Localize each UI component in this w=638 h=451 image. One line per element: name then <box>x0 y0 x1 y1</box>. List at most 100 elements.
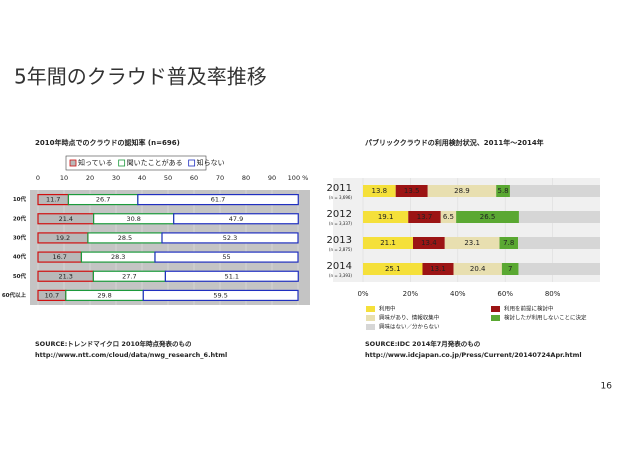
bar-segment <box>422 263 454 275</box>
legend-swatch <box>69 159 77 167</box>
n-label: (n = 3,393) <box>329 273 352 278</box>
source: SOURCE:IDC 2014年7月発表のもの <box>365 339 481 348</box>
x-tick-label: 60% <box>497 290 513 298</box>
data-label: 28.3 <box>111 253 125 261</box>
data-label: 13.5 <box>404 187 420 195</box>
bar-segment <box>499 237 518 249</box>
bar-segment <box>161 232 299 244</box>
data-label: 21.3 <box>58 272 72 280</box>
category-label: 60代以上 <box>2 291 27 299</box>
x-tick-label: 60 <box>190 174 198 182</box>
bar-segment <box>518 263 600 275</box>
legend-box <box>65 155 207 171</box>
data-label: 61.7 <box>211 196 225 204</box>
legend-label: 利用中 <box>379 305 396 313</box>
source-url: http://www.ntt.com/cloud/data/nwg_resear… <box>35 351 227 359</box>
bar-segment <box>363 263 423 275</box>
data-label: 6.5 <box>443 213 454 221</box>
data-label: 26.5 <box>480 213 496 221</box>
data-label: 25.1 <box>385 265 401 273</box>
bar-segment <box>363 237 414 249</box>
x-tick-label: 0 <box>36 174 40 182</box>
legend-label: 検討したが利用しないことに決定 <box>504 314 587 322</box>
n-label: (n = 3,337) <box>329 221 352 226</box>
legend-swatch <box>118 159 126 167</box>
legend-label: 知っている <box>78 158 113 167</box>
data-label: 13.4 <box>421 239 437 247</box>
legend-label: 知らない <box>197 158 225 167</box>
bar-segment <box>496 185 510 197</box>
x-tick-label: 40 <box>138 174 146 182</box>
bar-segment <box>142 289 299 302</box>
bar-segment <box>456 211 519 223</box>
x-tick-label: 40% <box>450 290 466 298</box>
bar-segment <box>501 263 519 275</box>
n-label: (n = 2,875) <box>329 247 352 252</box>
data-label: 30.8 <box>126 215 140 223</box>
data-label: 28.9 <box>454 187 470 195</box>
bar-segment <box>517 237 600 249</box>
bar-segment <box>173 213 299 225</box>
x-tick-label: 50 <box>164 174 172 182</box>
source: SOURCE:トレンドマイクロ 2010年時点発表のもの <box>35 339 192 348</box>
data-label: 11.7 <box>46 196 60 204</box>
slide-title: 5年間のクラウド普及率推移 <box>14 65 267 89</box>
legend-swatch <box>366 306 375 312</box>
data-label: 23.1 <box>464 239 480 247</box>
bar-segment <box>408 211 441 223</box>
plot-background <box>30 190 310 305</box>
bar-segment <box>453 263 502 275</box>
bar-segment <box>427 185 497 197</box>
bar-segment <box>509 185 600 197</box>
legend-swatch <box>491 306 500 312</box>
data-label: 7 <box>508 265 512 273</box>
legend-swatch <box>366 315 375 321</box>
chart-title: パブリッククラウドの利用検討状況、2011年～2014年 <box>365 138 544 147</box>
bar-segment <box>518 211 600 223</box>
chart-title: 2010年時点でのクラウドの認知率 (n=696) <box>35 138 180 147</box>
data-label: 52.3 <box>223 234 237 242</box>
data-label: 26.7 <box>96 196 110 204</box>
data-label: 13.7 <box>417 213 433 221</box>
x-tick-label: 20% <box>403 290 419 298</box>
data-label: 59.5 <box>213 291 227 299</box>
bar-segment <box>363 211 409 223</box>
data-label: 5.8 <box>497 187 508 195</box>
data-label: 19.2 <box>56 234 70 242</box>
bar-segment <box>444 237 500 249</box>
x-tick-label: 90 <box>268 174 276 182</box>
n-label: (n = 3,696) <box>329 195 352 200</box>
data-label: 27.7 <box>122 272 136 280</box>
source-url: http://www.idcjapan.co.jp/Press/Current/… <box>365 351 582 359</box>
x-tick-label: 100 % <box>288 174 309 182</box>
category-label: 2013 <box>327 235 352 246</box>
category-label: 50代 <box>13 272 27 280</box>
legend-label: 聞いたことがある <box>127 158 183 167</box>
data-label: 21.1 <box>380 239 396 247</box>
x-tick-label: 0% <box>357 290 368 298</box>
data-label: 21.4 <box>59 215 73 223</box>
legend-swatch <box>188 159 196 167</box>
data-label: 19.1 <box>378 213 394 221</box>
data-label: 51.1 <box>225 272 239 280</box>
category-label: 30代 <box>13 233 27 241</box>
bar-segment <box>137 193 299 206</box>
data-label: 16.7 <box>52 253 66 261</box>
bar-segment <box>154 251 299 263</box>
data-label: 55 <box>222 253 230 261</box>
category-label: 10代 <box>13 195 27 203</box>
data-label: 10.7 <box>45 291 59 299</box>
legend-label: 利用を前提に検討中 <box>504 305 554 313</box>
x-tick-label: 80 <box>242 174 250 182</box>
category-label: 2012 <box>327 209 352 220</box>
x-tick-label: 30 <box>112 174 120 182</box>
data-label: 13.8 <box>372 187 388 195</box>
bar-segment <box>164 270 299 282</box>
category-label: 2011 <box>327 183 352 194</box>
legend-label: 興味はない／分からない <box>379 323 440 331</box>
data-label: 29.8 <box>97 291 111 299</box>
x-tick-label: 20 <box>86 174 94 182</box>
data-label: 20.4 <box>470 265 486 273</box>
bar-segment <box>413 237 445 249</box>
data-label: 7.8 <box>503 239 514 247</box>
